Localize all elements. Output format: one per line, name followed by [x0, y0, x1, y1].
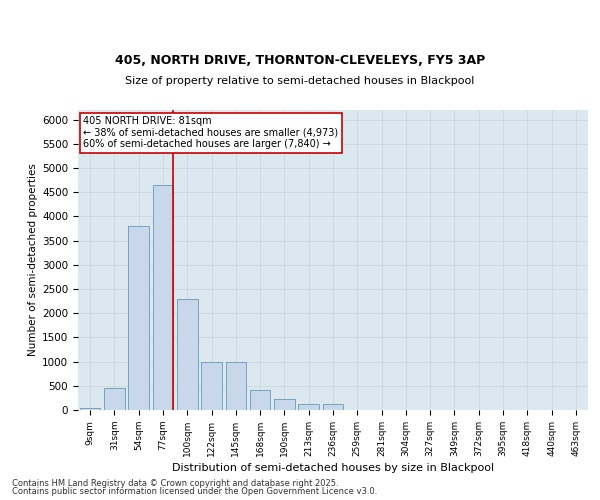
- Text: Contains public sector information licensed under the Open Government Licence v3: Contains public sector information licen…: [12, 487, 377, 496]
- Bar: [298, 404, 319, 410]
- Bar: [152, 185, 173, 410]
- Text: 405 NORTH DRIVE: 81sqm
← 38% of semi-detached houses are smaller (4,973)
60% of : 405 NORTH DRIVE: 81sqm ← 38% of semi-det…: [83, 116, 338, 149]
- Bar: [323, 404, 343, 410]
- Text: 405, NORTH DRIVE, THORNTON-CLEVELEYS, FY5 3AP: 405, NORTH DRIVE, THORNTON-CLEVELEYS, FY…: [115, 54, 485, 68]
- Bar: [80, 408, 100, 410]
- Y-axis label: Number of semi-detached properties: Number of semi-detached properties: [28, 164, 38, 356]
- Text: Contains HM Land Registry data © Crown copyright and database right 2025.: Contains HM Land Registry data © Crown c…: [12, 478, 338, 488]
- Bar: [104, 388, 125, 410]
- Bar: [274, 399, 295, 410]
- Bar: [201, 362, 222, 410]
- Bar: [250, 390, 271, 410]
- Bar: [177, 298, 197, 410]
- Bar: [128, 226, 149, 410]
- Bar: [226, 362, 246, 410]
- Text: Size of property relative to semi-detached houses in Blackpool: Size of property relative to semi-detach…: [125, 76, 475, 86]
- X-axis label: Distribution of semi-detached houses by size in Blackpool: Distribution of semi-detached houses by …: [172, 463, 494, 473]
